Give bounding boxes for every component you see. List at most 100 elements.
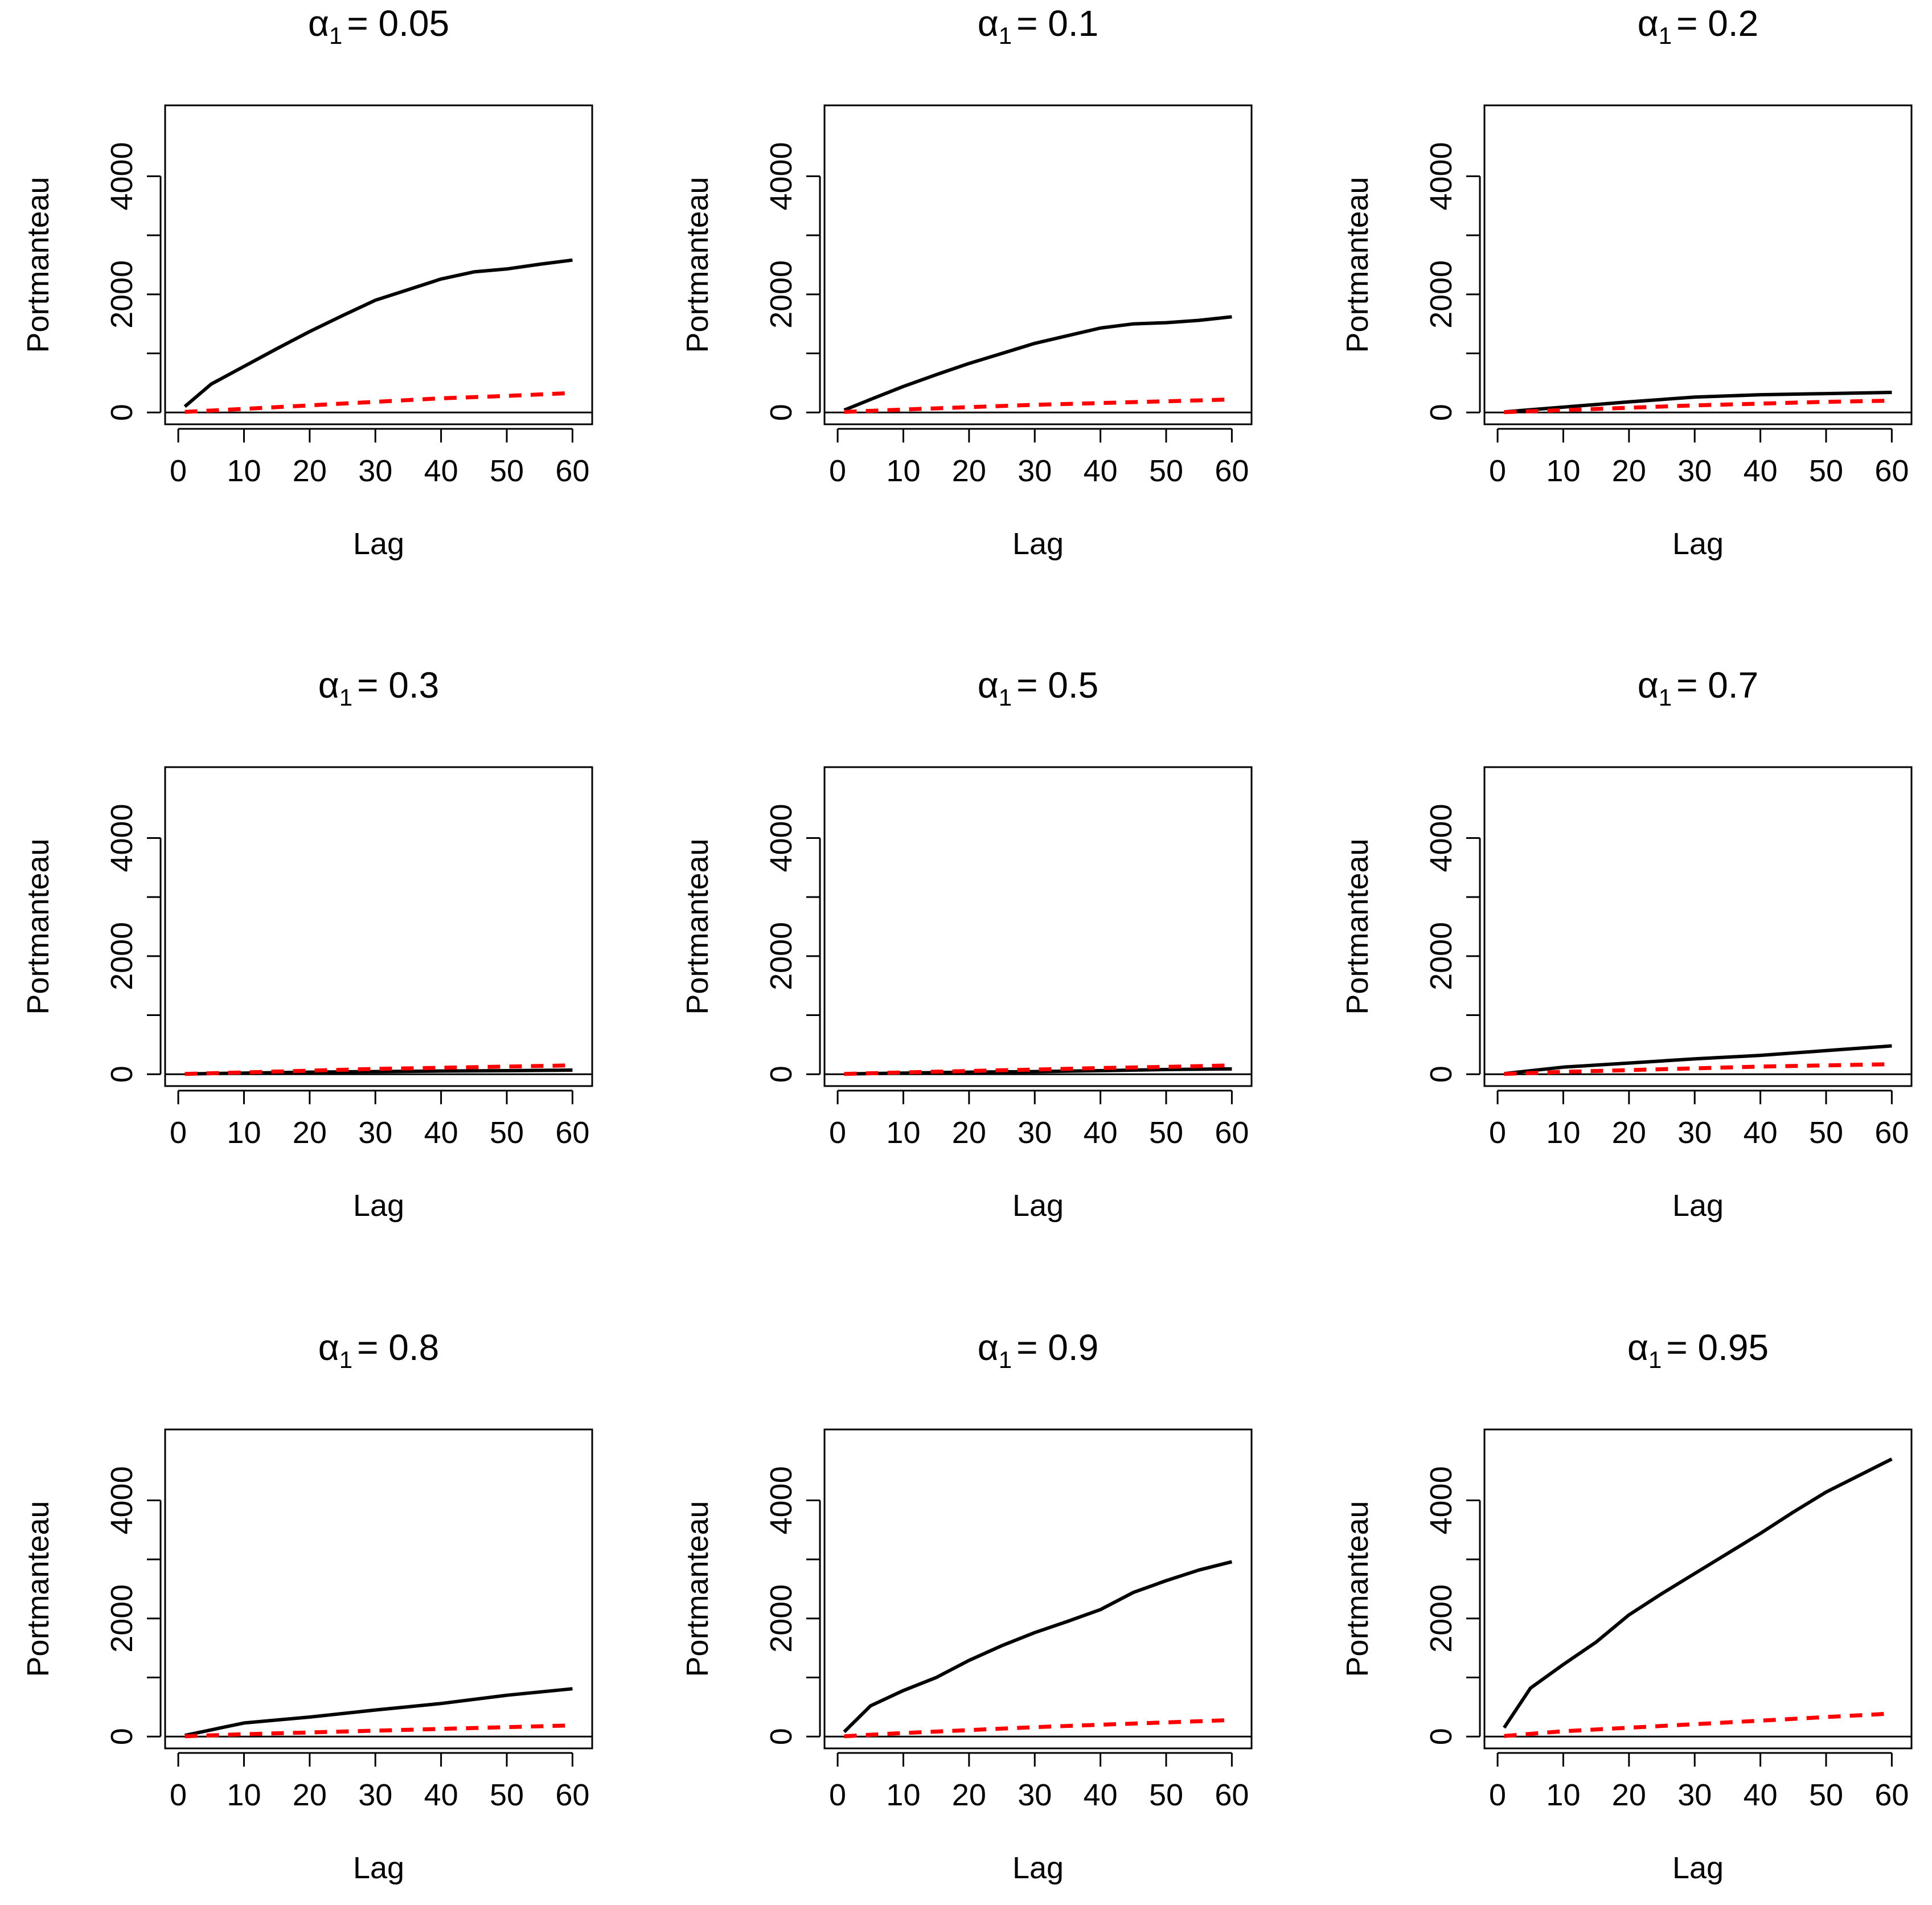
title-symbol: α xyxy=(318,665,339,706)
title-value: = 0.95 xyxy=(1666,1327,1769,1368)
panel-title: α1 = 0.7 xyxy=(1638,665,1758,711)
x-tick-label: 40 xyxy=(424,1116,458,1150)
plot-frame xyxy=(164,766,593,1087)
x-tick-label: 20 xyxy=(293,1778,327,1812)
x-axis-label: Lag xyxy=(353,1189,404,1223)
panel-title: α1 = 0.8 xyxy=(318,1327,439,1373)
y-tick-label: 0 xyxy=(764,1728,798,1745)
x-tick-label: 60 xyxy=(1215,1116,1249,1150)
y-tick-label: 4000 xyxy=(764,142,798,210)
plot-frame xyxy=(1483,104,1913,425)
panel-title: α1 = 0.5 xyxy=(978,665,1098,711)
title-value: = 0.7 xyxy=(1676,665,1758,706)
x-tick-label: 30 xyxy=(1677,1778,1712,1812)
x-tick-label: 60 xyxy=(1215,1778,1249,1812)
x-tick-label: 30 xyxy=(1018,1116,1052,1150)
title-symbol: α xyxy=(978,1327,999,1368)
y-tick-label: 4000 xyxy=(1424,804,1458,872)
x-tick-label: 10 xyxy=(227,454,261,488)
panel-1: α1 = 0.05 0 10 20 30 40 50 60 0 2000 4000 Lag Portman… xyxy=(21,3,593,561)
title-value: = 0.1 xyxy=(1016,3,1098,44)
series-line-black-solid xyxy=(1504,391,1892,414)
x-tick-label: 20 xyxy=(952,454,986,488)
series-line-black-solid xyxy=(184,1687,573,1738)
title-value: = 0.3 xyxy=(357,665,439,706)
x-tick-label: 10 xyxy=(227,1116,261,1150)
x-tick-label: 10 xyxy=(1546,1778,1580,1812)
y-tick-label: 2000 xyxy=(764,1584,798,1653)
series-line-red-dashed xyxy=(184,1723,573,1739)
panel-title: α1 = 0.2 xyxy=(1638,3,1758,49)
series-line-black-solid xyxy=(184,1068,573,1076)
title-symbol: α xyxy=(978,3,999,44)
title-subscript: 1 xyxy=(1659,22,1672,49)
x-tick-label: 40 xyxy=(1084,454,1118,488)
series-line-black-solid xyxy=(844,1067,1232,1076)
x-tick-label: 50 xyxy=(490,1116,524,1150)
title-value: = 0.9 xyxy=(1016,1327,1098,1368)
y-axis-label: Portmanteau xyxy=(680,1501,715,1677)
x-tick-label: 40 xyxy=(1084,1116,1118,1150)
x-tick-label: 50 xyxy=(1809,1116,1843,1150)
x-tick-label: 50 xyxy=(490,1778,524,1812)
title-symbol: α xyxy=(1638,3,1659,44)
panel-9: α1 = 0.95 0 10 20 30 40 50 60 0 2000 4000 Lag Portman… xyxy=(1340,1327,1913,1885)
panel-6: α1 = 0.7 0 10 20 30 40 50 60 0 2000 4000 Lag Portmant… xyxy=(1340,665,1913,1223)
x-tick-label: 10 xyxy=(1546,454,1580,488)
title-subscript: 1 xyxy=(999,684,1012,711)
x-tick-label: 0 xyxy=(1489,1778,1506,1812)
y-tick-label: 2000 xyxy=(105,260,139,329)
x-axis-label: Lag xyxy=(353,527,404,561)
y-axis-label: Portmanteau xyxy=(680,177,715,353)
title-subscript: 1 xyxy=(1659,684,1672,711)
y-tick-label: 4000 xyxy=(1424,1466,1458,1534)
title-value: = 0.8 xyxy=(357,1327,439,1368)
x-tick-label: 20 xyxy=(1612,1778,1646,1812)
x-tick-label: 0 xyxy=(829,1116,846,1150)
title-subscript: 1 xyxy=(1648,1346,1662,1373)
panel-3: α1 = 0.2 0 10 20 30 40 50 60 0 2000 4000 Lag Portmant… xyxy=(1340,3,1913,561)
title-value: = 0.05 xyxy=(347,3,449,44)
y-tick-label: 4000 xyxy=(105,804,139,872)
x-tick-label: 30 xyxy=(1677,454,1712,488)
x-tick-label: 30 xyxy=(1677,1116,1712,1150)
x-tick-label: 10 xyxy=(1546,1116,1580,1150)
x-tick-label: 40 xyxy=(424,1778,458,1812)
title-symbol: α xyxy=(308,3,329,44)
y-tick-label: 4000 xyxy=(105,142,139,210)
x-tick-label: 20 xyxy=(293,1116,327,1150)
series-line-red-dashed xyxy=(184,391,573,414)
x-axis-label: Lag xyxy=(1672,1189,1724,1223)
y-tick-label: 2000 xyxy=(105,1584,139,1653)
title-subscript: 1 xyxy=(339,1346,352,1373)
x-tick-label: 20 xyxy=(1612,454,1646,488)
x-axis-label: Lag xyxy=(1672,527,1724,561)
title-value: = 0.2 xyxy=(1676,3,1758,44)
y-tick-label: 0 xyxy=(764,404,798,421)
y-tick-label: 2000 xyxy=(764,260,798,329)
y-tick-label: 2000 xyxy=(1424,1584,1458,1653)
x-tick-label: 20 xyxy=(293,454,327,488)
x-tick-label: 0 xyxy=(829,1778,846,1812)
series-line-black-solid xyxy=(1503,1457,1893,1729)
x-axis-label: Lag xyxy=(1012,1851,1064,1885)
x-tick-label: 50 xyxy=(1149,454,1183,488)
series-line-red-dashed xyxy=(844,397,1232,414)
y-tick-label: 2000 xyxy=(1424,922,1458,990)
plot-frame xyxy=(164,104,593,425)
y-tick-label: 2000 xyxy=(1424,260,1458,329)
x-tick-label: 10 xyxy=(886,1116,920,1150)
y-tick-label: 4000 xyxy=(764,1466,798,1534)
x-tick-label: 40 xyxy=(424,454,458,488)
plot-frame xyxy=(164,1428,593,1750)
x-tick-label: 50 xyxy=(490,454,524,488)
y-tick-label: 4000 xyxy=(764,804,798,872)
x-tick-label: 60 xyxy=(555,1116,589,1150)
y-tick-label: 0 xyxy=(105,404,139,421)
x-tick-label: 60 xyxy=(555,1778,589,1812)
x-tick-label: 50 xyxy=(1149,1116,1183,1150)
title-subscript: 1 xyxy=(999,1346,1012,1373)
panel-8: α1 = 0.9 0 10 20 30 40 50 60 0 2000 4000 Lag Portmant… xyxy=(680,1327,1253,1885)
x-tick-label: 60 xyxy=(1874,454,1909,488)
